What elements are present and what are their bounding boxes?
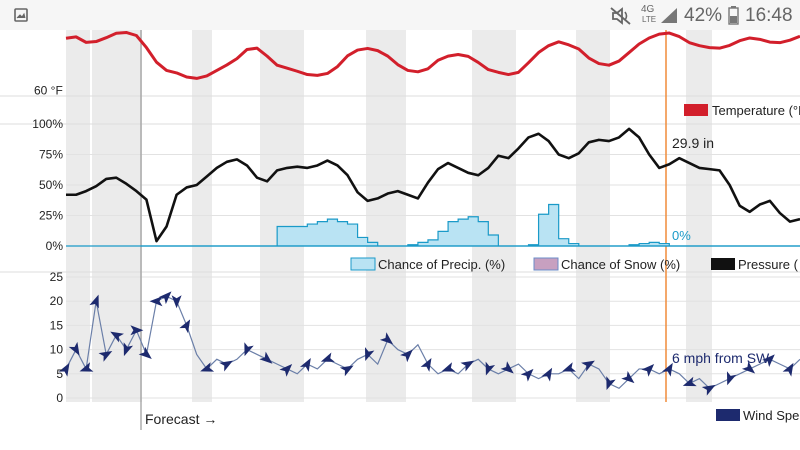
wind-direction-arrow bbox=[364, 347, 375, 362]
wind-direction-arrow bbox=[485, 361, 496, 376]
wind-direction-arrow bbox=[339, 365, 354, 377]
temp-tick-label: 60 °F bbox=[34, 84, 63, 98]
legend-precip-swatch bbox=[350, 257, 376, 271]
wind-now-label: 6 mph from SW bbox=[672, 350, 770, 366]
wind-direction-arrow bbox=[661, 362, 673, 377]
legend-precip-label: Chance of Precip. (%) bbox=[378, 257, 505, 272]
wind-direction-arrow bbox=[158, 291, 172, 305]
legend-temperature-label: Temperature (°F) bbox=[712, 103, 800, 118]
battery-percent: 42% bbox=[684, 5, 723, 26]
wind-tick-label: 0 bbox=[56, 391, 63, 405]
wind-direction-arrow bbox=[682, 376, 697, 387]
wind-direction-arrow bbox=[179, 319, 191, 334]
legend-snow-label: Chance of Snow (%) bbox=[561, 257, 680, 272]
wind-direction-arrow bbox=[460, 360, 475, 372]
wind-direction-arrow bbox=[279, 364, 293, 377]
wind-direction-arrow bbox=[149, 296, 163, 307]
wind-direction-arrow bbox=[379, 332, 394, 345]
wind-direction-arrow bbox=[500, 361, 514, 374]
network-type-label: 4G bbox=[641, 4, 655, 15]
wind-direction-arrow bbox=[420, 358, 432, 372]
gallery-icon bbox=[14, 8, 28, 22]
wind-direction-arrow bbox=[299, 358, 311, 372]
wind-direction-arrow bbox=[441, 362, 456, 372]
wind-direction-arrow bbox=[79, 362, 94, 372]
battery-icon bbox=[728, 6, 739, 25]
wind-direction-arrow bbox=[200, 362, 215, 372]
wind-direction-arrow bbox=[400, 349, 413, 363]
precip-tick-label: 0% bbox=[46, 239, 64, 253]
wind-tick-label: 5 bbox=[56, 367, 63, 381]
signal-icon bbox=[661, 8, 677, 23]
wind-direction-arrow bbox=[606, 376, 616, 391]
wind-direction-arrow bbox=[562, 362, 577, 372]
precip-now-label: 0% bbox=[672, 228, 691, 243]
legend-pressure-label: Pressure ( bbox=[738, 257, 799, 272]
legend-temperature-swatch bbox=[684, 104, 708, 116]
wind-direction-arrow bbox=[68, 341, 80, 356]
wind-tick-label: 10 bbox=[50, 343, 64, 357]
status-bar: 4G LTE 42% 16:48 bbox=[0, 0, 800, 30]
wind-direction-arrow bbox=[138, 346, 152, 359]
wind-direction-arrow bbox=[726, 371, 737, 386]
mute-icon bbox=[610, 7, 631, 25]
legend-wind-label: Wind Spe bbox=[743, 408, 799, 423]
wind-direction-arrow bbox=[219, 360, 233, 372]
forecast-label: Forecast → bbox=[145, 411, 217, 427]
wind-direction-arrow bbox=[259, 351, 273, 364]
wind-direction-arrow bbox=[110, 331, 124, 343]
wind-direction-arrow bbox=[520, 368, 534, 382]
precip-tick-label: 25% bbox=[39, 209, 63, 223]
precip-tick-label: 50% bbox=[39, 178, 63, 192]
wind-direction-arrow bbox=[130, 325, 144, 336]
wind-tick-label: 15 bbox=[50, 318, 64, 332]
wind-direction-arrow bbox=[244, 342, 254, 357]
wind-direction-arrow bbox=[541, 367, 553, 382]
pressure-now-label: 29.9 in bbox=[672, 135, 714, 151]
precip-tick-label: 100% bbox=[32, 117, 63, 131]
wind-direction-arrow bbox=[782, 362, 794, 377]
wind-direction-arrow bbox=[320, 352, 335, 362]
wind-direction-arrow bbox=[581, 360, 595, 372]
legend-pressure-swatch bbox=[711, 258, 735, 270]
wind-direction-arrow bbox=[701, 384, 716, 396]
wind-direction-arrow bbox=[741, 361, 756, 374]
wind-direction-arrow bbox=[89, 294, 99, 309]
pressure-series-line bbox=[66, 127, 800, 243]
wind-direction-arrow bbox=[123, 342, 134, 357]
wind-tick-label: 20 bbox=[50, 294, 64, 308]
precip-tick-label: 75% bbox=[39, 148, 63, 162]
wind-tick-label: 25 bbox=[50, 270, 64, 284]
wind-direction-arrow bbox=[641, 364, 655, 377]
legend-wind-swatch bbox=[716, 409, 740, 421]
wind-direction-arrow bbox=[58, 362, 70, 377]
wind-direction-arrow bbox=[171, 295, 182, 309]
wind-direction-arrow bbox=[621, 370, 635, 384]
network-lte-label: LTE bbox=[642, 15, 657, 24]
temperature-series-line bbox=[65, 30, 800, 80]
wind-direction-arrow bbox=[762, 354, 775, 368]
legend-snow-swatch bbox=[533, 257, 559, 271]
clock: 16:48 bbox=[745, 5, 793, 26]
wind-direction-arrow bbox=[98, 350, 113, 362]
